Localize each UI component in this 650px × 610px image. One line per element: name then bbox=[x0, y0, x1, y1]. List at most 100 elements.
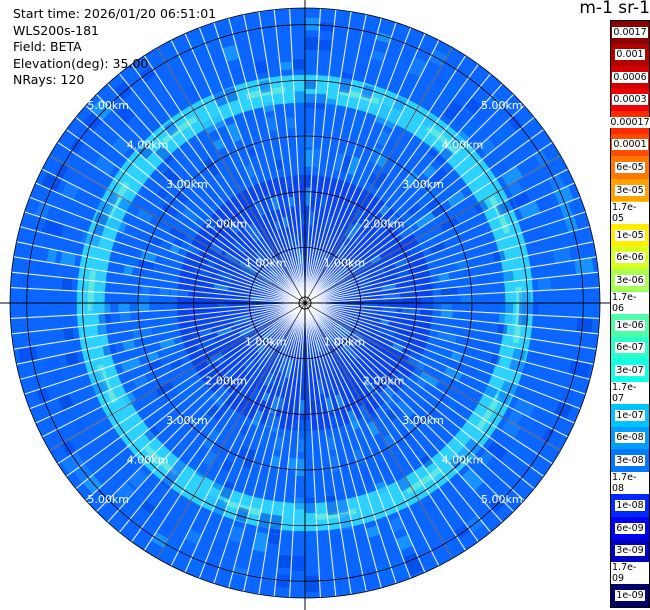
range-gate-cell bbox=[395, 217, 416, 235]
range-gate-cell bbox=[90, 98, 113, 121]
range-gate-cell bbox=[136, 303, 150, 312]
range-gate-cell bbox=[426, 197, 441, 212]
range-gate-cell bbox=[44, 355, 61, 372]
range-gate-cell bbox=[248, 387, 261, 403]
range-gate-cell bbox=[188, 34, 208, 54]
range-gate-cell bbox=[343, 223, 356, 238]
range-gate-cell bbox=[293, 91, 305, 109]
ray-line bbox=[143, 302, 306, 551]
range-gate-cell bbox=[224, 345, 242, 360]
colorbar-cell: 1.7e-08 bbox=[611, 471, 649, 495]
range-gate-cell bbox=[273, 355, 282, 367]
range-gate-cell bbox=[438, 272, 450, 282]
range-gate-cell bbox=[72, 417, 86, 434]
range-gate-cell bbox=[518, 314, 529, 327]
range-gate-cell bbox=[140, 499, 157, 515]
range-gate-cell bbox=[242, 358, 253, 369]
range-gate-cell bbox=[493, 249, 506, 263]
colorbar-tick-label: 0.0003 bbox=[612, 94, 648, 106]
ray-line bbox=[118, 73, 306, 304]
field-text: Field: BETA bbox=[13, 39, 82, 54]
range-gate-cell bbox=[300, 214, 305, 226]
range-gate-cell bbox=[460, 294, 475, 303]
range-gate-cell bbox=[251, 409, 264, 427]
ray-line bbox=[243, 14, 306, 304]
range-label: 4.00km bbox=[442, 453, 484, 466]
colorbar-tick-label: 6e-05 bbox=[615, 161, 645, 173]
ray-line bbox=[304, 302, 525, 501]
ray-line bbox=[304, 302, 467, 551]
range-gate-cell bbox=[365, 525, 381, 539]
range-gate-cell bbox=[98, 313, 112, 325]
range-label: 5.00km bbox=[481, 493, 523, 506]
ray-line bbox=[131, 302, 306, 542]
ray-line bbox=[304, 39, 440, 304]
range-gate-cell bbox=[464, 97, 483, 115]
range-gate-cell bbox=[461, 468, 484, 492]
ray-line bbox=[304, 302, 397, 584]
range-gate-cell bbox=[452, 109, 472, 130]
colorbar-cell: 6e-05 bbox=[611, 156, 649, 179]
range-gate-cell bbox=[36, 387, 51, 405]
range-gate-cell bbox=[256, 272, 273, 284]
colorbar-tick-label: 1e-07 bbox=[615, 409, 645, 421]
ray-line bbox=[304, 302, 597, 350]
range-gate-cell bbox=[160, 317, 171, 326]
range-gate-cell bbox=[305, 575, 321, 593]
range-gate-cell bbox=[305, 439, 313, 453]
range-gate-cell bbox=[325, 495, 339, 516]
range-gate-cell bbox=[266, 350, 274, 359]
range-gate-cell bbox=[196, 337, 217, 351]
range-gate-cell bbox=[341, 346, 353, 358]
colorbar-tick-label: 0.00017 bbox=[609, 116, 650, 128]
range-gate-cell bbox=[93, 154, 116, 176]
ray-line bbox=[35, 302, 306, 424]
range-gate-cell bbox=[527, 225, 547, 243]
range-gate-cell bbox=[210, 385, 227, 402]
range-gate-cell bbox=[255, 250, 266, 262]
range-gate-cell bbox=[312, 148, 322, 168]
ray-line bbox=[184, 302, 306, 573]
range-gate-cell bbox=[315, 255, 321, 266]
range-gate-cell bbox=[154, 145, 175, 166]
ray-line bbox=[304, 241, 594, 304]
range-gate-cell bbox=[335, 393, 345, 408]
range-gate-cell bbox=[268, 238, 279, 253]
range-gate-cell bbox=[256, 344, 266, 354]
range-gate-cell bbox=[442, 99, 464, 122]
ray-line bbox=[29, 302, 306, 410]
elevation-text: Elevation(deg): 35.00 bbox=[13, 55, 149, 71]
range-gate-cell bbox=[422, 164, 438, 180]
range-gate-cell bbox=[54, 162, 69, 180]
range-gate-cell bbox=[421, 303, 437, 310]
colorbar-cell: 1e-07 bbox=[611, 404, 649, 427]
colorbar-cell: 0.0001 bbox=[611, 133, 649, 157]
ray-line bbox=[304, 302, 569, 438]
ray-line bbox=[304, 64, 479, 304]
range-gate-cell bbox=[326, 334, 333, 343]
range-gate-cell bbox=[375, 562, 394, 580]
range-gate-cell bbox=[170, 454, 191, 477]
range-gate-cell bbox=[236, 215, 248, 228]
range-gate-cell bbox=[370, 50, 386, 63]
range-gate-cell bbox=[376, 267, 386, 276]
colorbar-cell: 0.00017 bbox=[609, 111, 650, 134]
range-gate-cell bbox=[157, 345, 178, 359]
ray-line bbox=[228, 302, 306, 589]
range-gate-cell bbox=[175, 377, 195, 394]
range-gate-cell bbox=[343, 309, 354, 314]
range-gate-cell bbox=[52, 368, 65, 384]
range-gate-cell bbox=[339, 279, 352, 288]
range-gate-cell bbox=[358, 275, 368, 283]
range-gate-cell bbox=[498, 313, 513, 325]
range-gate-cell bbox=[263, 327, 277, 340]
range-gate-cell bbox=[353, 61, 370, 78]
range-gate-cell bbox=[305, 133, 314, 148]
range-gate-cell bbox=[217, 303, 228, 308]
range-gate-cell bbox=[363, 401, 379, 421]
range-gate-cell bbox=[518, 291, 531, 303]
colorbar-tick-label: 1.7e-06 bbox=[611, 291, 649, 314]
range-gate-cell bbox=[175, 191, 190, 205]
range-gate-cell bbox=[315, 340, 321, 353]
ray-line bbox=[304, 302, 503, 523]
